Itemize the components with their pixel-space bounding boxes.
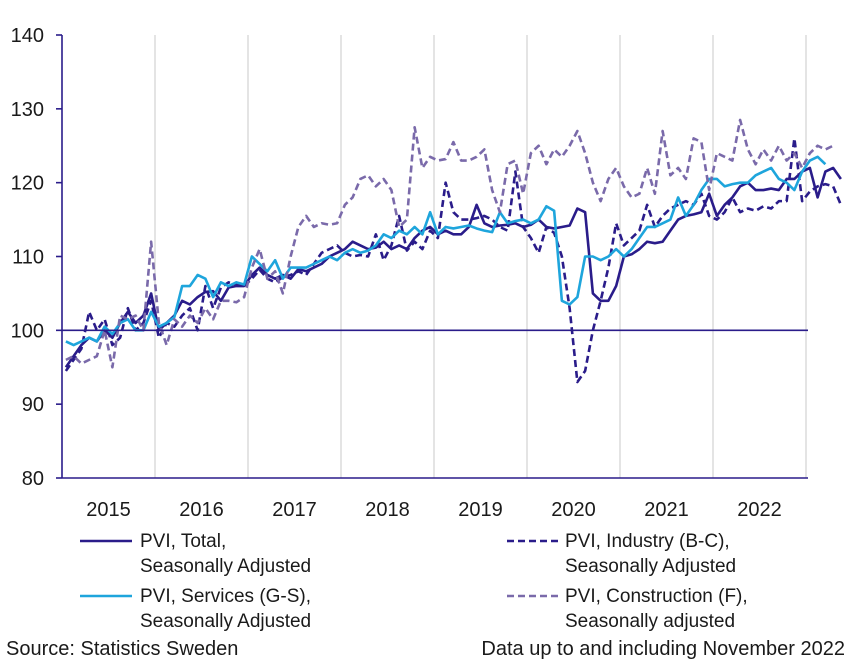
x-tick-label: 2019 [458,499,503,521]
series-lines [64,118,843,384]
legend-entry-1: PVI, Total, Seasonally Adjusted [80,531,311,577]
x-tick-label: 2018 [365,499,410,521]
legend-label: Seasonally adjusted [565,611,735,632]
series-line-2 [64,137,843,384]
legend-label: PVI, Construction (F), [565,586,748,607]
legend-label: PVI, Total, [140,531,226,552]
series-line-3 [65,155,827,347]
series-line-4 [65,118,834,369]
legend-label: Seasonally Adjusted [140,556,311,577]
x-tick-label: 2021 [644,499,689,521]
y-tick-label: 110 [12,247,44,269]
y-tick-label: 90 [22,394,44,416]
legend-entry-4: PVI, Construction (F), Seasonally adjuste… [507,586,748,632]
source-note: Source: Statistics Sweden [6,638,239,660]
x-axis-year-labels: 2015 2016 2017 2018 2019 2020 2021 2022 [86,499,782,521]
y-tick-label: 120 [11,173,44,195]
x-tick-label: 2022 [737,499,782,521]
y-tick-label: 80 [22,468,44,490]
legend-entry-3: PVI, Services (G-S), Seasonally Adjusted [80,586,311,632]
axes [56,34,808,479]
x-tick-label: 2016 [179,499,224,521]
legend-label: Seasonally Adjusted [140,611,311,632]
y-tick-label: 100 [11,320,44,342]
legend-label: Seasonally Adjusted [565,556,736,577]
y-tick-label: 140 [11,25,44,47]
data-coverage-note: Data up to and including November 2022 [481,638,845,660]
series-line-1 [64,166,842,368]
x-tick-label: 2017 [272,499,317,521]
y-tick-label: 130 [11,99,44,121]
y-axis-tick-labels: 80 90 100 110 120 130 140 [11,25,44,490]
legend-label: PVI, Industry (B-C), [565,531,730,552]
x-tick-label: 2015 [86,499,131,521]
legend-label: PVI, Services (G-S), [140,586,311,607]
x-tick-label: 2020 [551,499,596,521]
legend-entry-2: PVI, Industry (B-C), Seasonally Adjusted [507,531,736,577]
